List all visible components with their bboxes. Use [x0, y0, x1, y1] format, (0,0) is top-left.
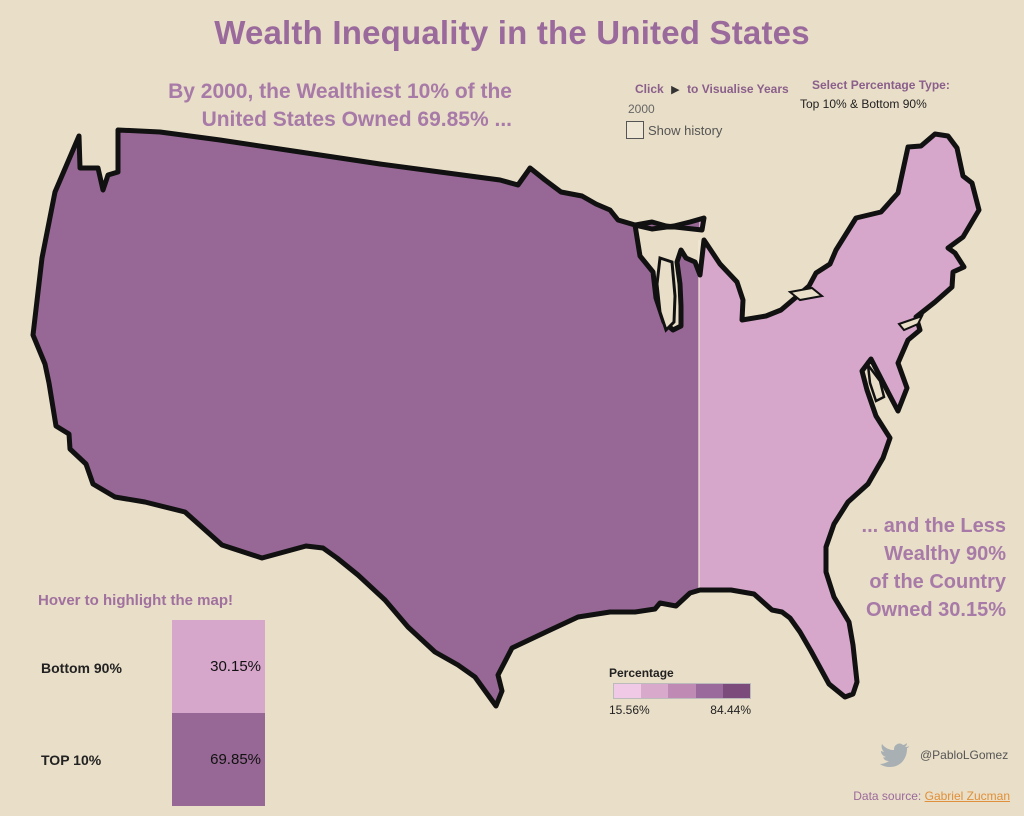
legend-swatch-3 — [668, 684, 696, 698]
legend-swatch-2 — [641, 684, 669, 698]
twitter-handle: @PabloLGomez — [920, 748, 1009, 762]
percentage-type-label: Select Percentage Type: — [812, 78, 950, 92]
page-title: Wealth Inequality in the United States — [214, 14, 810, 51]
source-link[interactable]: Gabriel Zucman — [924, 789, 1010, 803]
play-prefix: Click — [635, 82, 664, 96]
play-icon[interactable]: ▶ — [671, 84, 680, 96]
legend-max: 84.44% — [710, 703, 751, 717]
row-label-top-10: TOP 10% — [41, 752, 102, 768]
show-history-label: Show history — [648, 122, 723, 138]
legend-swatch-5 — [722, 684, 751, 698]
data-source: Data source: Gabriel Zucman — [853, 789, 1010, 803]
long-island — [897, 314, 924, 332]
show-history-checkbox[interactable]: Show history — [626, 121, 789, 139]
cell-top-10[interactable]: 69.85% — [172, 713, 265, 806]
legend-swatch-1 — [614, 684, 642, 698]
subline-line-3: of the Country — [869, 571, 1006, 593]
subline-line-4: Owned 30.15% — [865, 599, 1006, 621]
map-region-top-10[interactable] — [0, 0, 699, 816]
subline-line-1: ... and the Less — [861, 515, 1006, 537]
year-control: Click ▶ to Visualise Years 2000 Show his… — [626, 80, 789, 139]
headline-line-2: United States Owned 69.85% ... — [201, 108, 512, 131]
lake-michigan — [655, 255, 677, 333]
legend-label: Percentage — [609, 666, 674, 680]
twitter-credit[interactable]: @PabloLGomez — [880, 742, 1008, 768]
legend-ramp — [613, 683, 751, 699]
percentage-legend: Percentage 15.56% 84.44% — [609, 666, 751, 717]
play-control[interactable]: Click ▶ to Visualise Years — [626, 80, 789, 98]
subline-line-2: Wealthy 90% — [884, 543, 1006, 565]
checkbox-box[interactable] — [626, 121, 644, 139]
chesapeake-bay — [866, 360, 886, 403]
legend-min: 15.56% — [609, 703, 650, 717]
lake-erie — [787, 286, 825, 302]
percentage-type-value[interactable]: Top 10% & Bottom 90% — [800, 97, 927, 111]
subline-text: ... and the Less Wealthy 90% of the Coun… — [760, 512, 1006, 624]
source-prefix: Data source: — [853, 789, 922, 803]
headline-text: By 2000, the Wealthiest 10% of the Unite… — [150, 78, 512, 134]
legend-swatch-4 — [695, 684, 723, 698]
current-year: 2000 — [628, 102, 655, 116]
play-suffix: to Visualise Years — [687, 82, 789, 96]
row-label-bottom-90: Bottom 90% — [41, 660, 122, 676]
twitter-bird-icon — [880, 743, 909, 767]
percentage-type-selector[interactable]: Select Percentage Type: Top 10% & Bottom… — [800, 78, 950, 111]
hover-hint: Hover to highlight the map! — [38, 592, 233, 609]
cell-bottom-90[interactable]: 30.15% — [172, 620, 265, 713]
headline-line-1: By 2000, the Wealthiest 10% of the — [168, 80, 512, 103]
